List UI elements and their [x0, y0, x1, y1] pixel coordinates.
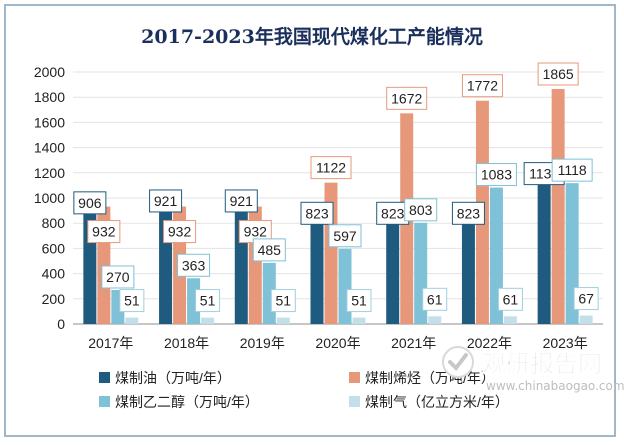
legend-label: 煤制乙二醇（万吨/年） [115, 394, 259, 410]
data-label-box [497, 287, 523, 311]
data-label: 906 [78, 195, 102, 211]
bar [386, 220, 400, 324]
x-tick-label: 2020年 [315, 335, 360, 351]
data-label-box [252, 238, 286, 262]
y-tick-label: 2000 [34, 64, 65, 80]
watermark-url-text: www.chinabaogao.com [486, 379, 624, 393]
data-label-box [224, 189, 258, 213]
data-label-box [310, 156, 352, 180]
x-tick-label: 2021年 [391, 335, 436, 351]
data-label: 51 [351, 293, 367, 309]
legend-label: 煤制气（亿立方米/年） [365, 394, 509, 410]
legend-swatch [349, 396, 360, 407]
bar [338, 248, 352, 324]
data-label: 1772 [467, 78, 498, 94]
data-label: 932 [92, 224, 116, 240]
data-label: 1083 [481, 167, 512, 183]
y-tick-label: 1000 [34, 190, 65, 206]
chart-title: 2017-2023年我国现代煤化工产能情况 [141, 26, 483, 48]
data-label: 597 [333, 228, 357, 244]
y-tick-label: 400 [42, 266, 66, 282]
legend-label: 煤制油（万吨/年） [115, 370, 231, 386]
watermark-brand-text: 观研报告网 [482, 350, 602, 378]
data-label: 485 [258, 242, 282, 258]
data-label-box [386, 86, 428, 110]
data-label-box [404, 198, 438, 222]
data-label: 51 [200, 293, 216, 309]
bar [310, 220, 324, 324]
data-label-box [101, 265, 135, 289]
data-label-box [87, 220, 121, 244]
bar [276, 317, 290, 324]
data-label: 823 [457, 205, 481, 221]
data-label-box [551, 158, 593, 182]
data-label: 51 [275, 293, 291, 309]
watermark-logo: 观研报告网 www.chinabaogao.com [442, 346, 624, 393]
data-label: 932 [168, 224, 192, 240]
x-tick-label: 2017年 [88, 335, 133, 351]
bar [352, 317, 366, 324]
legend-label: 煤制烯烃（万吨/年） [365, 370, 495, 386]
data-labels: 906 932 270 51 921 932 363 51 921 932 485 51 823 1122… [73, 62, 599, 313]
data-label: 61 [503, 291, 519, 307]
y-tick-label: 1400 [34, 140, 65, 156]
data-label: 803 [409, 202, 433, 218]
y-tick-label: 1200 [34, 165, 65, 181]
y-tick-label: 200 [42, 291, 66, 307]
data-label-box [73, 191, 107, 215]
y-tick-label: 1800 [34, 89, 65, 105]
data-label-box [346, 289, 372, 313]
bar [551, 89, 565, 324]
bar [461, 220, 475, 324]
y-tick-label: 0 [57, 316, 65, 332]
data-label-box [537, 62, 579, 86]
data-label: 67 [578, 291, 594, 307]
legend: 煤制油（万吨/年） 煤制烯烃（万吨/年） 煤制乙二醇（万吨/年） 煤制气（亿立方米/年… [99, 370, 509, 410]
data-label-box [119, 289, 145, 313]
y-tick-label: 800 [42, 215, 66, 231]
x-tick-label: 2023年 [543, 335, 588, 351]
data-label: 363 [182, 257, 206, 273]
data-label-box [270, 289, 296, 313]
y-tick-label: 1600 [34, 114, 65, 130]
legend-swatch [99, 372, 110, 383]
axes: 0 200 400 600 800 1000 1200 1400 1600 1800 2000 201… [34, 64, 588, 351]
data-label-box [328, 224, 362, 248]
data-label: 1118 [558, 162, 587, 178]
bar [503, 316, 517, 324]
data-label-box [475, 163, 517, 187]
y-tick-label: 600 [42, 240, 66, 256]
data-label-box [573, 287, 599, 311]
data-label: 270 [106, 269, 130, 285]
data-label-box [195, 289, 221, 313]
data-label: 823 [305, 205, 329, 221]
data-label-box [300, 201, 334, 225]
data-label: 921 [230, 193, 254, 209]
x-tick-label: 2019年 [240, 335, 285, 351]
bar [537, 180, 551, 324]
data-label: 1672 [391, 90, 422, 106]
data-label-box [422, 287, 448, 311]
bar [579, 315, 593, 324]
data-label: 61 [427, 291, 443, 307]
data-label-box [451, 201, 485, 225]
legend-swatch [349, 372, 360, 383]
data-label-box [149, 189, 183, 213]
bar [125, 317, 139, 324]
legend-swatch [99, 396, 110, 407]
data-label-box [461, 74, 503, 98]
data-label: 1122 [316, 160, 346, 176]
x-tick-label: 2022年 [467, 335, 512, 351]
data-label: 51 [124, 293, 140, 309]
x-tick-label: 2018年 [164, 335, 209, 351]
bar [201, 317, 215, 324]
data-label: 1865 [543, 66, 574, 82]
data-label: 823 [381, 205, 405, 221]
data-label-box [177, 253, 211, 277]
bar [428, 316, 442, 324]
data-label: 932 [244, 224, 268, 240]
data-label: 921 [154, 193, 178, 209]
data-label-box [163, 220, 197, 244]
